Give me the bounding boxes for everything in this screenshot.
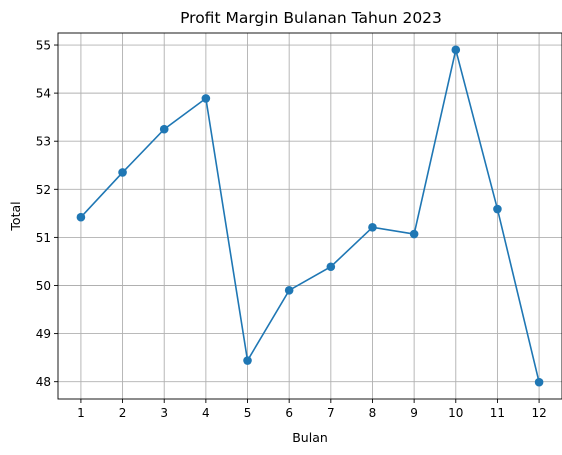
data-point [243,356,252,365]
data-point [201,94,211,103]
data-point [409,229,419,239]
x-tick-label: 4 [202,406,210,420]
y-axis-label: Total [8,201,23,231]
y-tick-label: 53 [36,135,51,149]
grid [58,33,562,399]
y-tick-label: 51 [36,231,51,245]
y-tick-label: 55 [36,39,51,53]
data-point [118,168,127,177]
data-point [159,124,169,134]
data-point [451,45,461,55]
data-point [493,204,502,214]
x-tick-label: 6 [285,406,293,420]
x-tick-label: 12 [531,406,546,420]
data-point [534,377,544,387]
x-axis-label: Bulan [292,430,328,445]
x-tick-label: 3 [160,406,168,420]
data-point [284,286,294,295]
x-tick-label: 8 [369,406,377,420]
x-tick-label: 11 [490,406,505,420]
x-tick-label: 9 [410,406,418,420]
plot-frame [57,32,562,400]
data-point [326,262,336,272]
x-tick-label: 2 [119,406,127,420]
x-axis: 1 2 3 4 5 6 7 8 9 10 11 12 [77,399,547,420]
x-tick-label: 5 [244,406,252,420]
series-layer [76,45,544,387]
x-tick-label: 7 [327,406,335,420]
y-tick-label: 52 [36,183,51,197]
y-tick-label: 48 [36,375,51,389]
y-axis: 48 49 50 51 52 53 54 55 [36,39,58,389]
data-point [76,212,86,222]
chart-title: Profit Margin Bulanan Tahun 2023 [180,9,442,27]
data-point [368,223,377,232]
y-tick-label: 49 [36,327,51,341]
y-tick-label: 54 [36,87,51,101]
y-tick-label: 50 [36,279,51,293]
x-tick-label: 1 [77,406,85,420]
series-line [80,49,540,383]
x-tick-label: 10 [448,406,463,420]
